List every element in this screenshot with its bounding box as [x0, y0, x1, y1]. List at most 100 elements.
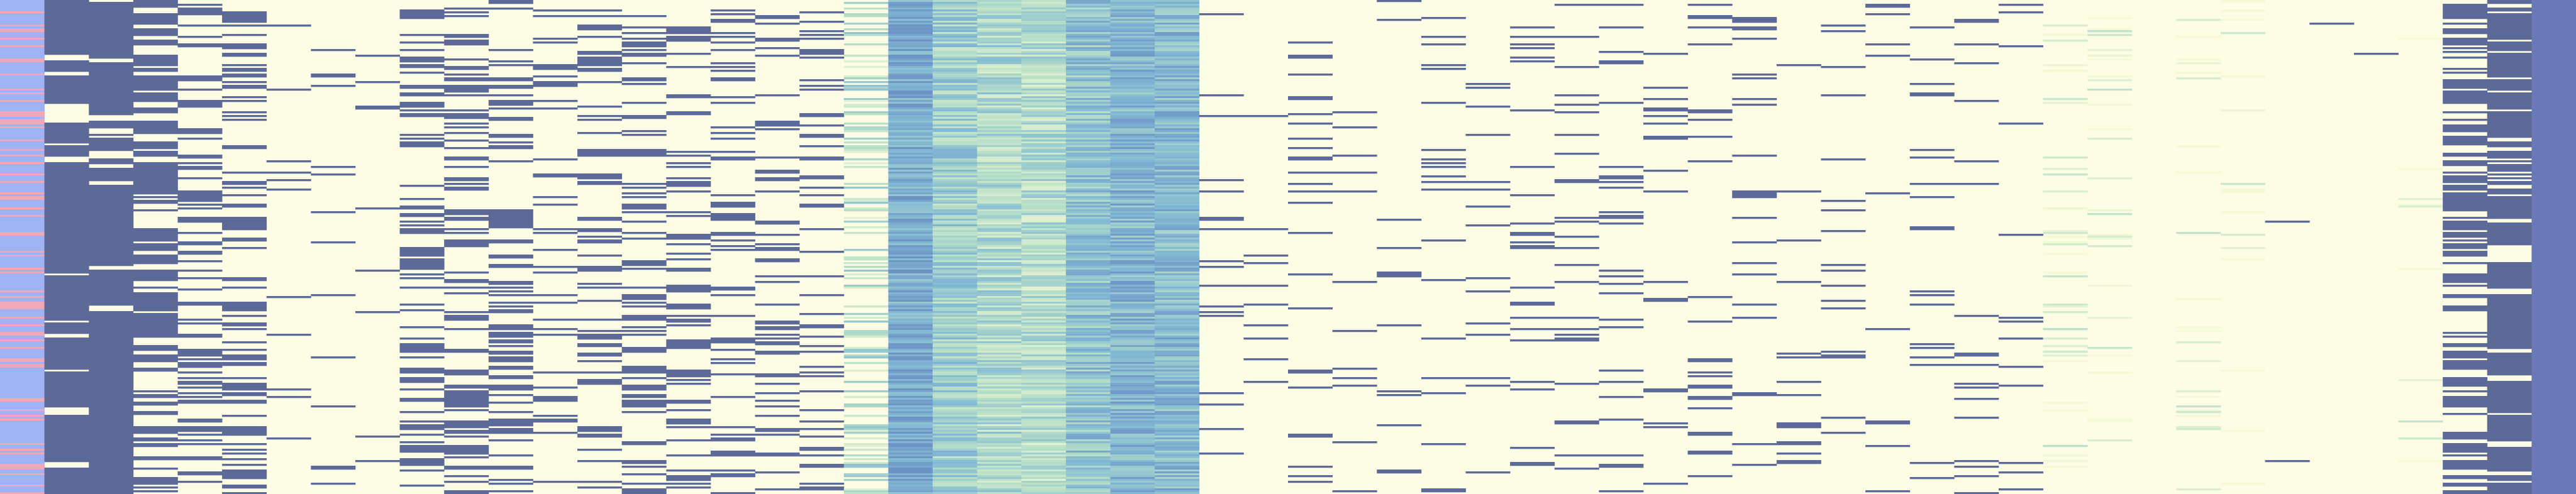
heatmap-cell — [1155, 245, 1200, 248]
heatmap-cell — [2487, 236, 2532, 238]
heatmap-cell — [44, 315, 89, 317]
heatmap-cell — [1021, 162, 1067, 165]
heatmap-cell — [843, 151, 889, 153]
heatmap-cell — [444, 43, 489, 46]
heatmap-cell — [222, 204, 267, 206]
heatmap-cell — [1110, 28, 1155, 31]
heatmap-cell — [0, 232, 45, 234]
heatmap-cell — [1465, 189, 1511, 191]
heatmap-cell — [1110, 62, 1155, 65]
heatmap-cell — [488, 428, 533, 431]
heatmap-cell — [1243, 228, 1289, 231]
heatmap-cell — [2176, 409, 2221, 412]
heatmap-cell — [177, 351, 223, 353]
heatmap-cell — [755, 428, 800, 431]
heatmap-cell — [444, 158, 489, 161]
heatmap-cell — [444, 328, 489, 331]
heatmap-cell — [177, 192, 223, 195]
heatmap-cell — [1110, 458, 1155, 461]
heatmap-cell — [888, 360, 933, 363]
heatmap-cell — [1110, 26, 1155, 29]
heatmap-cell — [399, 388, 445, 391]
heatmap-cell — [1110, 11, 1155, 14]
heatmap-cell — [933, 107, 978, 110]
heatmap-cell — [755, 172, 800, 174]
heatmap-cell — [1021, 243, 1067, 246]
heatmap-cell — [2487, 36, 2532, 38]
heatmap-cell — [133, 479, 178, 481]
heatmap-cell — [1065, 160, 1111, 163]
heatmap-cell — [133, 189, 178, 191]
heatmap-cell — [2043, 328, 2088, 331]
heatmap-cell — [888, 413, 933, 415]
heatmap-cell — [1065, 426, 1111, 429]
heatmap-cell — [977, 341, 1022, 344]
heatmap-cell — [2221, 247, 2266, 250]
heatmap-cell — [888, 164, 933, 167]
heatmap-cell — [977, 83, 1022, 85]
heatmap-cell — [89, 207, 134, 210]
heatmap-cell — [888, 34, 933, 36]
heatmap-cell — [2487, 275, 2532, 278]
heatmap-cell — [1110, 64, 1155, 67]
heatmap-cell — [1021, 368, 1067, 370]
heatmap-cell — [444, 183, 489, 185]
heatmap-cell — [1065, 343, 1111, 346]
heatmap-cell — [2487, 211, 2532, 214]
heatmap-cell — [222, 309, 267, 312]
heatmap-cell — [1065, 268, 1111, 270]
heatmap-cell — [2487, 368, 2532, 370]
heatmap-cell — [399, 464, 445, 466]
heatmap-cell — [888, 75, 933, 78]
heatmap-cell — [1776, 453, 1821, 455]
heatmap-cell — [1155, 96, 1200, 99]
heatmap-cell — [1110, 486, 1155, 489]
heatmap-cell — [1021, 215, 1067, 217]
heatmap-cell — [843, 85, 889, 87]
heatmap-cell — [977, 243, 1022, 246]
heatmap-cell — [888, 87, 933, 89]
heatmap-cell — [0, 19, 45, 21]
heatmap-cell — [933, 277, 978, 280]
heatmap-cell — [1465, 181, 1511, 184]
heatmap-cell — [0, 228, 45, 231]
heatmap-cell — [1155, 313, 1200, 316]
heatmap-cell — [977, 43, 1022, 46]
heatmap-cell — [888, 6, 933, 8]
heatmap-cell — [1110, 428, 1155, 431]
heatmap-cell — [1821, 158, 1866, 161]
heatmap-cell — [2398, 379, 2443, 381]
heatmap-cell — [133, 75, 178, 78]
heatmap-cell — [1021, 449, 1067, 451]
heatmap-cell — [488, 394, 533, 397]
heatmap-cell — [888, 53, 933, 55]
heatmap-cell — [2487, 371, 2532, 374]
heatmap-cell — [977, 456, 1022, 459]
heatmap-cell — [44, 300, 89, 302]
heatmap-cell — [44, 304, 89, 306]
heatmap-cell — [222, 21, 267, 23]
heatmap-cell — [888, 185, 933, 187]
heatmap-cell — [933, 2, 978, 4]
heatmap-cell — [799, 115, 845, 118]
heatmap-cell — [1021, 488, 1067, 491]
heatmap-cell — [133, 428, 178, 431]
heatmap-cell — [933, 288, 978, 291]
heatmap-cell — [1065, 140, 1111, 142]
heatmap-cell — [2487, 334, 2532, 336]
heatmap-cell — [2221, 0, 2266, 3]
heatmap-cell — [133, 439, 178, 442]
heatmap-cell — [133, 121, 178, 123]
heatmap-cell — [977, 164, 1022, 167]
heatmap-cell — [933, 454, 978, 457]
heatmap-cell — [1155, 379, 1200, 381]
heatmap-cell — [2087, 347, 2133, 349]
heatmap-cell — [89, 64, 134, 67]
heatmap-cell — [44, 441, 89, 444]
heatmap-cell — [1155, 166, 1200, 168]
heatmap-cell — [1021, 251, 1067, 253]
heatmap-cell — [977, 486, 1022, 489]
heatmap-cell — [888, 490, 933, 493]
heatmap-cell — [1954, 43, 1999, 46]
heatmap-cell — [888, 222, 933, 225]
